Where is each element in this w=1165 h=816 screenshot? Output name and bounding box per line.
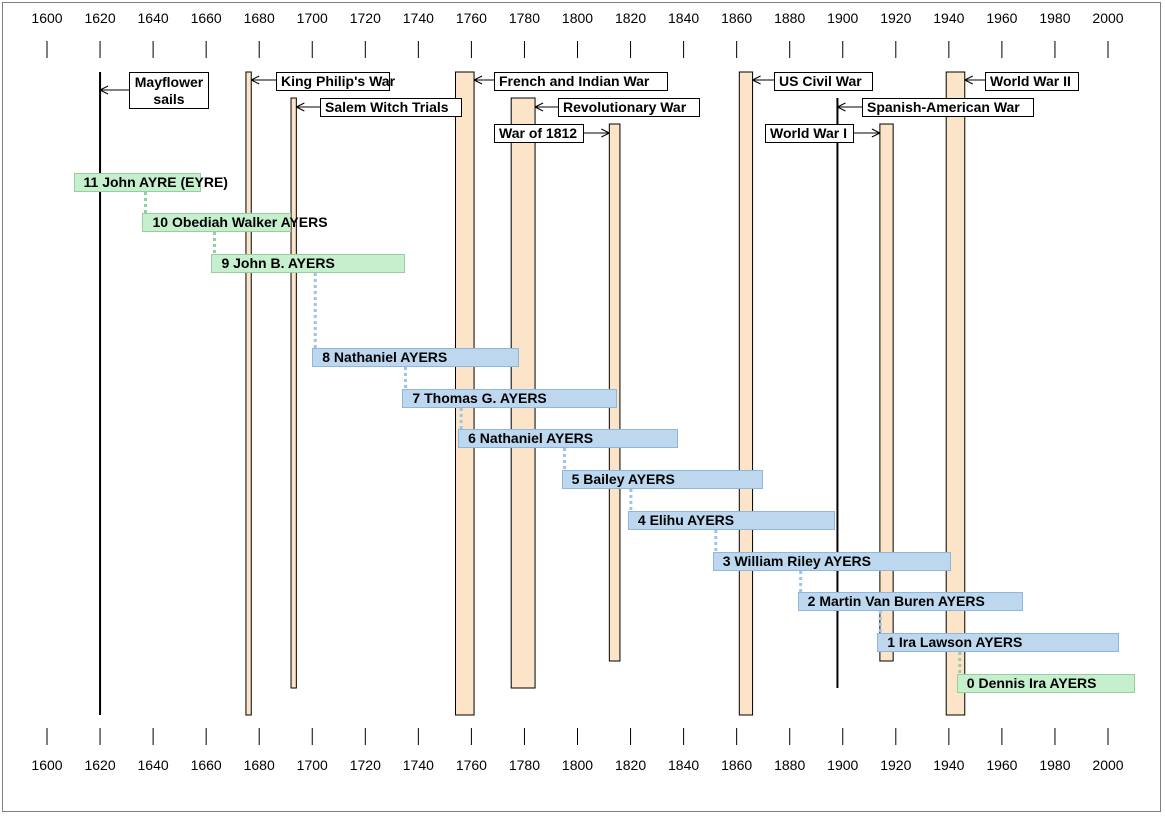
event-label-world-war-ii: World War II: [985, 72, 1079, 91]
axis-tick-label-top: 1620: [84, 10, 115, 26]
axis-tick-label-bottom: 1880: [774, 757, 805, 773]
axis-tick-label-top: 2000: [1092, 10, 1123, 26]
axis-tick-label-bottom: 1680: [244, 757, 275, 773]
event-bar-world-war-ii: [945, 71, 966, 716]
event-label-revolutionary-war: Revolutionary War: [558, 98, 700, 117]
axis-tick-label-top: 1720: [350, 10, 381, 26]
axis-tick-label-top: 1880: [774, 10, 805, 26]
event-label-mayflower-sails: Mayflower sails: [129, 72, 209, 109]
axis-tick-label-bottom: 1760: [456, 757, 487, 773]
axis-tick-label-bottom: 1660: [191, 757, 222, 773]
axis-tick-label-top: 1780: [509, 10, 540, 26]
event-bar-salem-witch-trials: [290, 97, 297, 689]
axis-tick-label-top: 1900: [827, 10, 858, 26]
axis-tick-label-top: 1760: [456, 10, 487, 26]
axis-tick-label-bottom: 1800: [562, 757, 593, 773]
axis-tick-label-bottom: 1700: [297, 757, 328, 773]
axis-tick-label-top: 1860: [721, 10, 752, 26]
axis-tick-label-bottom: 1740: [403, 757, 434, 773]
axis-tick-label-bottom: 1640: [138, 757, 169, 773]
axis-tick-label-bottom: 1840: [668, 757, 699, 773]
person-bar: 2 Martin Van Buren AYERS: [797, 592, 1024, 611]
event-label-king-philip-s-war: King Philip's War: [276, 72, 395, 91]
person-bar: 7 Thomas G. AYERS: [402, 389, 618, 408]
event-label-french-and-indian-war: French and Indian War: [494, 72, 668, 91]
person-bar: 3 William Riley AYERS: [712, 552, 952, 571]
person-bar: 4 Elihu AYERS: [627, 511, 835, 530]
event-bar-world-war-i: [879, 123, 894, 662]
event-label-war-of-1812: War of 1812: [494, 124, 584, 143]
axis-tick-label-bottom: 1780: [509, 757, 540, 773]
axis-tick-label-top: 1840: [668, 10, 699, 26]
axis-tick-label-top: 1740: [403, 10, 434, 26]
event-label-us-civil-war: US Civil War: [774, 72, 873, 91]
axis-tick-label-top: 1940: [933, 10, 964, 26]
event-label-salem-witch-trials: Salem Witch Trials: [320, 98, 462, 117]
axis-tick-label-bottom: 1820: [615, 757, 646, 773]
axis-tick-label-top: 1960: [986, 10, 1017, 26]
axis-tick-label-bottom: 1600: [31, 757, 62, 773]
event-label-line: sails: [153, 91, 185, 107]
event-label-line: Mayflower: [134, 74, 204, 90]
axis-tick-label-top: 1980: [1039, 10, 1070, 26]
axis-tick-label-top: 1660: [191, 10, 222, 26]
person-bar: 10 Obediah Walker AYERS: [142, 213, 328, 232]
axis-tick-label-top: 1640: [138, 10, 169, 26]
event-bar-us-civil-war: [738, 71, 754, 716]
person-bar: 5 Bailey AYERS: [561, 470, 764, 489]
person-bar: 1 Ira Lawson AYERS: [877, 633, 1119, 652]
axis-tick-label-bottom: 1720: [350, 757, 381, 773]
axis-tick-label-bottom: 2000: [1092, 757, 1123, 773]
event-label-world-war-i: World War I: [765, 124, 854, 143]
event-label-spanish-american-war: Spanish-American War: [862, 98, 1034, 117]
axis-tick-label-top: 1600: [31, 10, 62, 26]
axis-tick-label-top: 1820: [615, 10, 646, 26]
event-bar-king-philip-s-war: [245, 71, 252, 716]
axis-tick-label-bottom: 1940: [933, 757, 964, 773]
person-bar: 6 Nathaniel AYERS: [458, 429, 679, 448]
axis-tick-label-bottom: 1980: [1039, 757, 1070, 773]
axis-tick-label-top: 1680: [244, 10, 275, 26]
axis-tick-label-top: 1920: [880, 10, 911, 26]
axis-tick-label-bottom: 1620: [84, 757, 115, 773]
person-bar: 8 Nathaniel AYERS: [312, 348, 520, 367]
axis-tick-label-top: 1700: [297, 10, 328, 26]
axis-tick-label-bottom: 1860: [721, 757, 752, 773]
person-bar: 9 John B. AYERS: [211, 254, 406, 273]
axis-tick-label-bottom: 1920: [880, 757, 911, 773]
axis-tick-label-bottom: 1900: [827, 757, 858, 773]
person-bar: 11 John AYRE (EYRE): [73, 173, 228, 192]
axis-tick-label-bottom: 1960: [986, 757, 1017, 773]
person-bar: 0 Dennis Ira AYERS: [956, 674, 1135, 693]
axis-tick-label-top: 1800: [562, 10, 593, 26]
